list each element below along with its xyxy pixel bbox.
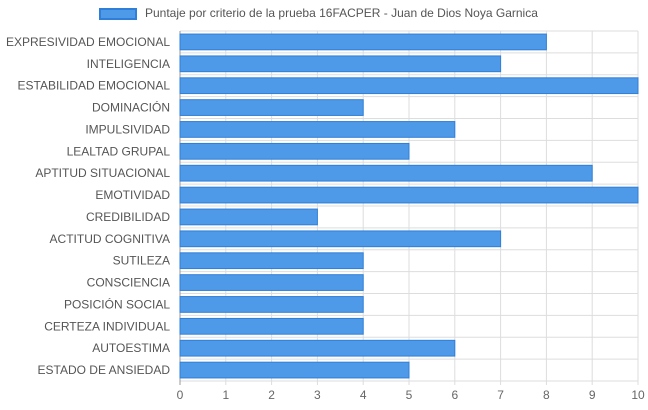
y-category-label: INTELIGENCIA xyxy=(87,57,170,71)
legend-label: Puntaje por criterio de la prueba 16FACP… xyxy=(145,6,538,20)
x-tick-label: 6 xyxy=(451,388,458,402)
x-tick-label: 9 xyxy=(589,388,596,402)
y-category-label: AUTOESTIMA xyxy=(92,341,170,355)
bar[interactable] xyxy=(179,274,364,291)
bar[interactable] xyxy=(179,164,593,182)
y-category-label: SUTILEZA xyxy=(113,254,170,268)
x-tick-label: 1 xyxy=(222,388,229,402)
y-category-label: LEALTAD GRUPAL xyxy=(67,144,171,158)
bar[interactable] xyxy=(179,186,639,204)
y-category-label: ESTADO DE ANSIEDAD xyxy=(38,363,171,377)
bar[interactable] xyxy=(179,33,547,51)
bar[interactable] xyxy=(179,99,364,116)
y-category-label: CERTEZA INDIVIDUAL xyxy=(44,319,170,333)
y-category-label: DOMINACIÓN xyxy=(92,100,170,115)
bar[interactable] xyxy=(179,339,456,357)
y-category-label: APTITUD SITUACIONAL xyxy=(35,166,170,180)
bar[interactable] xyxy=(179,361,410,379)
x-tick-label: 8 xyxy=(543,388,550,402)
x-tick-label: 10 xyxy=(631,388,645,402)
y-category-label: IMPULSIVIDAD xyxy=(85,122,170,136)
bar[interactable] xyxy=(179,230,502,248)
bar[interactable] xyxy=(179,121,456,138)
bar[interactable] xyxy=(179,252,364,270)
y-category-label: ACTITUD COGNITIVA xyxy=(50,232,170,246)
bar[interactable] xyxy=(179,142,410,160)
x-tick-label: 3 xyxy=(314,388,321,402)
bar[interactable] xyxy=(179,317,364,335)
bar[interactable] xyxy=(179,296,364,313)
x-tick-label: 7 xyxy=(497,388,504,402)
y-category-label: CREDIBILIDAD xyxy=(86,210,170,224)
y-category-label: EMOTIVIDAD xyxy=(95,188,170,202)
y-category-label: CONSCIENCIA xyxy=(87,276,170,290)
bar[interactable] xyxy=(179,55,502,73)
y-category-label: ESTABILIDAD EMOCIONAL xyxy=(18,79,171,93)
x-tick-label: 0 xyxy=(177,388,184,402)
chart-legend[interactable]: Puntaje por criterio de la prueba 16FACP… xyxy=(0,0,648,30)
x-tick-label: 4 xyxy=(360,388,367,402)
y-category-label: EXPRESIVIDAD EMOCIONAL xyxy=(6,35,170,49)
legend-swatch xyxy=(99,8,137,20)
bar[interactable] xyxy=(179,77,639,95)
x-tick-label: 2 xyxy=(268,388,275,402)
x-tick-label: 5 xyxy=(406,388,413,402)
bar[interactable] xyxy=(179,208,318,226)
y-category-label: POSICIÓN SOCIAL xyxy=(64,296,170,311)
